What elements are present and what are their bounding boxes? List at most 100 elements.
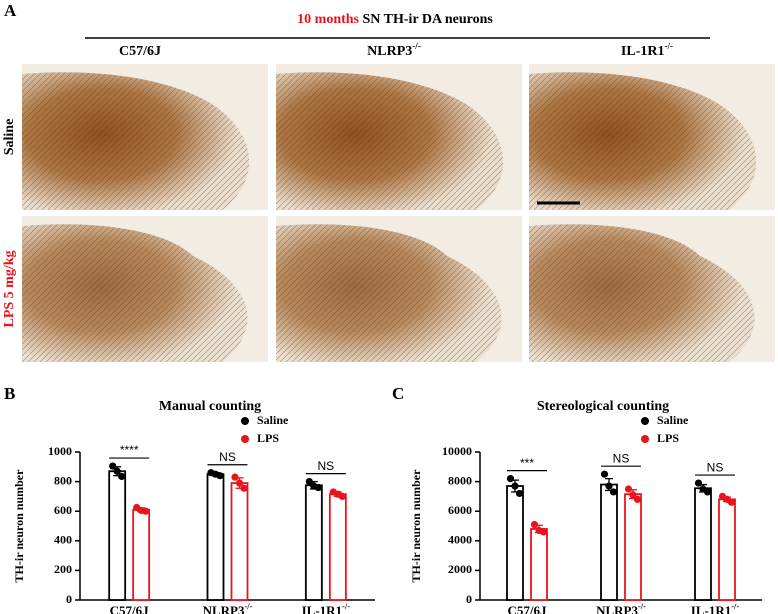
micrograph xyxy=(22,216,268,362)
label-main: C57/6J xyxy=(110,603,150,614)
title-highlight: 10 months xyxy=(297,12,359,27)
label: C57/6J xyxy=(119,44,161,59)
data-point xyxy=(113,467,121,475)
y-axis-label: TH-ir neuron number xyxy=(12,469,26,583)
tissue-fibers xyxy=(22,224,248,362)
panel-label: B xyxy=(4,384,15,403)
tissue-fibers xyxy=(529,224,755,362)
label-superscript: -/- xyxy=(638,601,646,611)
significance-label: *** xyxy=(520,456,534,470)
micrograph xyxy=(22,64,268,210)
data-point xyxy=(633,495,642,503)
legend-label: Saline xyxy=(257,413,289,427)
label: NLRP3-/- xyxy=(367,41,421,59)
label-main: NLRP3 xyxy=(203,603,245,614)
label: C57/6J xyxy=(110,603,150,614)
data-point xyxy=(515,489,524,498)
data-point xyxy=(338,492,346,500)
label-superscript: -/- xyxy=(412,41,421,51)
data-point xyxy=(314,483,322,492)
data-point xyxy=(240,484,248,492)
bar xyxy=(328,493,347,601)
label-main: NLRP3 xyxy=(596,603,638,614)
bar xyxy=(108,470,127,601)
legend-marker xyxy=(241,417,249,425)
bar xyxy=(206,473,225,601)
data-point xyxy=(109,462,117,470)
data-point xyxy=(539,528,548,536)
data-point xyxy=(216,472,224,480)
label-main: IL-1R1 xyxy=(691,603,731,614)
significance-label: NS xyxy=(613,451,630,465)
bar xyxy=(694,487,712,601)
significance-label: NS xyxy=(707,460,724,474)
label: IL-1R1-/- xyxy=(302,601,351,614)
panel-label: A xyxy=(4,1,17,20)
y-tick-label: 0 xyxy=(66,592,72,606)
y-tick-label: 10000 xyxy=(442,444,472,458)
data-point xyxy=(694,479,703,487)
label-superscript: -/- xyxy=(342,601,350,611)
tissue-fibers xyxy=(276,224,502,362)
chart-title: Stereological counting xyxy=(537,399,669,414)
y-axis-label: TH-ir neuron number xyxy=(409,469,423,583)
bar xyxy=(600,483,618,601)
y-tick-label: 8000 xyxy=(448,473,472,487)
y-tick-label: 0 xyxy=(466,592,472,606)
data-point xyxy=(624,485,633,493)
tissue-fibers xyxy=(22,72,250,210)
data-point xyxy=(142,507,150,515)
label: NLRP3-/- xyxy=(203,601,253,614)
y-tick-label: 6000 xyxy=(448,503,472,517)
row-label: Saline xyxy=(2,119,17,156)
data-point xyxy=(600,470,609,478)
bar xyxy=(132,508,151,601)
bar xyxy=(530,528,548,601)
data-point xyxy=(231,473,239,481)
panel-title: 10 months SN TH-ir DA neurons xyxy=(297,12,493,27)
micrograph xyxy=(276,216,522,362)
data-point xyxy=(530,520,539,529)
label-superscript: -/- xyxy=(244,601,252,611)
data-point xyxy=(605,482,613,490)
y-tick-label: 800 xyxy=(54,473,72,487)
y-tick-label: 1000 xyxy=(48,444,72,458)
data-point xyxy=(506,475,515,483)
y-tick-label: 4000 xyxy=(448,533,472,547)
data-point xyxy=(235,479,244,487)
label-superscript: -/- xyxy=(731,601,739,611)
y-tick-label: 400 xyxy=(54,533,72,547)
micrograph xyxy=(529,64,775,210)
label: IL-1R1-/- xyxy=(691,601,740,614)
y-tick-label: 600 xyxy=(54,503,72,517)
legend-label: LPS xyxy=(657,431,679,445)
y-tick-label: 200 xyxy=(54,562,72,576)
bar xyxy=(304,484,323,601)
tissue-fibers xyxy=(276,72,504,210)
data-point xyxy=(703,488,712,496)
label-main: C57/6J xyxy=(119,44,161,59)
data-point xyxy=(511,482,519,490)
label: NLRP3-/- xyxy=(596,601,646,614)
label-main: C57/6J xyxy=(508,603,548,614)
micrograph xyxy=(529,216,775,362)
label-main: NLRP3 xyxy=(367,44,412,59)
significance-label: NS xyxy=(219,450,236,464)
legend-marker xyxy=(641,435,649,443)
data-point xyxy=(118,472,126,481)
significance-label: **** xyxy=(120,443,139,457)
legend-marker xyxy=(241,435,249,443)
chart-title: Manual counting xyxy=(159,399,261,414)
tissue-fibers xyxy=(529,72,757,210)
label-main: IL-1R1 xyxy=(302,603,342,614)
label-main: IL-1R1 xyxy=(621,44,665,59)
legend-label: Saline xyxy=(657,413,689,427)
y-tick-label: 2000 xyxy=(448,562,472,576)
title-main: SN TH-ir DA neurons xyxy=(363,12,494,27)
data-point xyxy=(305,478,313,486)
significance-label: NS xyxy=(317,459,334,473)
label: C57/6J xyxy=(508,603,548,614)
bar xyxy=(718,498,736,601)
data-point xyxy=(629,491,637,499)
